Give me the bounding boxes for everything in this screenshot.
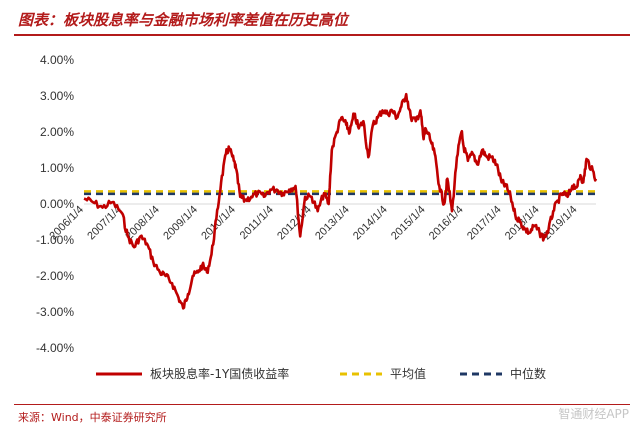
source-note: 来源：Wind，中泰证券研究所 (18, 411, 167, 424)
legend-item-spread: 板块股息率-1Y国债收益率 (96, 366, 289, 381)
legend: 板块股息率-1Y国债收益率 平均值 中位数 (96, 366, 546, 381)
title-divider (14, 34, 630, 36)
reference-lines (84, 190, 596, 196)
legend-item-median: 中位数 (460, 366, 546, 381)
watermark: 智通财经APP (558, 407, 629, 421)
series-line (83, 92, 598, 310)
x-tick-label: 2015/1/4 (389, 204, 428, 243)
y-axis-ticks: 4.00% 3.00% 2.00% 1.00% 0.00% -1.00% -2.00% -3.… (36, 53, 74, 355)
x-tick-label: 2012/1/4 (275, 204, 314, 243)
y-tick-label: -2.00% (36, 269, 74, 283)
legend-label: 中位数 (510, 366, 546, 381)
y-tick-label: 4.00% (40, 53, 74, 67)
page-title: 图表：板块股息率与金融市场利率差值在历史高位 (18, 11, 349, 29)
y-tick-label: 3.00% (40, 89, 74, 103)
x-tick-label: 2014/1/4 (351, 204, 390, 243)
y-tick-label: 1.00% (40, 161, 74, 175)
x-tick-label: 2009/1/4 (161, 204, 200, 243)
y-tick-label: -1.00% (36, 233, 74, 247)
y-tick-label: 2.00% (40, 125, 74, 139)
legend-label: 平均值 (390, 366, 426, 381)
x-tick-label: 2011/1/4 (238, 204, 276, 242)
x-tick-label: 2016/1/4 (427, 204, 466, 243)
y-tick-label: 0.00% (40, 197, 74, 211)
y-tick-label: -3.00% (36, 305, 74, 319)
footer-divider (14, 404, 630, 405)
x-tick-label: 2017/1/4 (465, 204, 504, 243)
legend-item-mean: 平均值 (340, 366, 426, 381)
series-dividend-spread (83, 92, 598, 310)
y-tick-label: -4.00% (36, 341, 74, 355)
line-chart: 4.00% 3.00% 2.00% 1.00% 0.00% -1.00% -2.00% -3.… (36, 53, 598, 381)
header: 图表：板块股息率与金融市场利率差值在历史高位 (0, 0, 643, 40)
legend-label: 板块股息率-1Y国债收益率 (150, 366, 289, 381)
